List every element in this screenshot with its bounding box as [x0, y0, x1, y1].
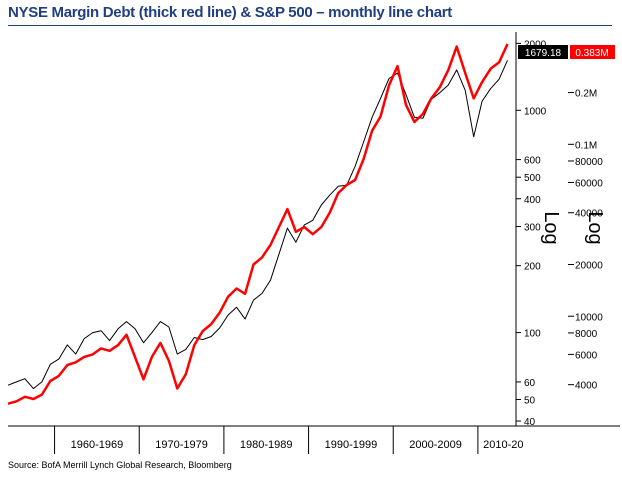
last-value-labels: 1679.18 0.383M — [518, 45, 615, 59]
x-tick-label: 1960-1969 — [71, 439, 124, 451]
right-tick-label: 20000 — [575, 260, 603, 271]
left-tick-label: 100 — [524, 329, 541, 340]
series-layer — [7, 43, 509, 405]
sp500-series-line — [7, 60, 508, 390]
left-tick-label: 200 — [524, 262, 541, 273]
left-axis-label: Log — [540, 211, 562, 244]
right-tick-label: 80000 — [575, 157, 603, 168]
x-tick-label: 2000-2009 — [409, 439, 462, 451]
x-tick-label: 1990-1999 — [325, 439, 378, 451]
left-tick-label: 2000 — [524, 39, 547, 50]
margin-debt-series-line — [7, 43, 509, 405]
margin-debt-last-value: 0.383M — [575, 48, 608, 59]
left-tick-label: 400 — [524, 195, 541, 206]
right-tick-label: 4000 — [575, 381, 598, 392]
x-axis: 1960-1969 1970-1979 1980-1989 1990-1999 2000… — [54, 426, 523, 454]
right-tick-label: 40000 — [575, 209, 603, 220]
left-tick-label: 600 — [524, 156, 541, 167]
right-tick-label: 0.2M — [575, 89, 597, 100]
left-tick-label: 500 — [524, 173, 541, 184]
right-tick-label: 0.1M — [575, 140, 597, 151]
right-axis-label: Log — [584, 211, 606, 244]
left-tick-label: 40 — [524, 417, 536, 428]
right-tick-label: 10000 — [575, 312, 603, 323]
sp500-last-value-box — [518, 45, 568, 59]
right-tick-label: 6000 — [575, 350, 598, 361]
left-axis: 2000 1000 600 500 400 300 200 100 60 50 40 Log — [516, 39, 562, 428]
chart-title: NYSE Margin Debt (thick red line) & S&P … — [8, 4, 452, 21]
sp500-last-value: 1679.18 — [525, 48, 562, 59]
right-axis: 0.2M 0.1M 80000 60000 40000 20000 10000 8000 600… — [568, 89, 606, 392]
x-tick-label: 1980-1989 — [240, 439, 293, 451]
x-tick-label: 1970-1979 — [155, 439, 208, 451]
left-tick-label: 1000 — [524, 106, 547, 117]
plot-border — [8, 32, 620, 427]
right-tick-label: 8000 — [575, 329, 598, 340]
left-tick-label: 300 — [524, 223, 541, 234]
x-tick-label: 2010-20 — [483, 439, 523, 451]
title-rule — [8, 25, 612, 26]
left-tick-label: 50 — [524, 396, 536, 407]
right-tick-label: 60000 — [575, 178, 603, 189]
source-note: Source: BofA Merrill Lynch Global Resear… — [8, 460, 232, 470]
left-tick-label: 60 — [524, 378, 536, 389]
margin-debt-last-value-box — [570, 45, 615, 59]
